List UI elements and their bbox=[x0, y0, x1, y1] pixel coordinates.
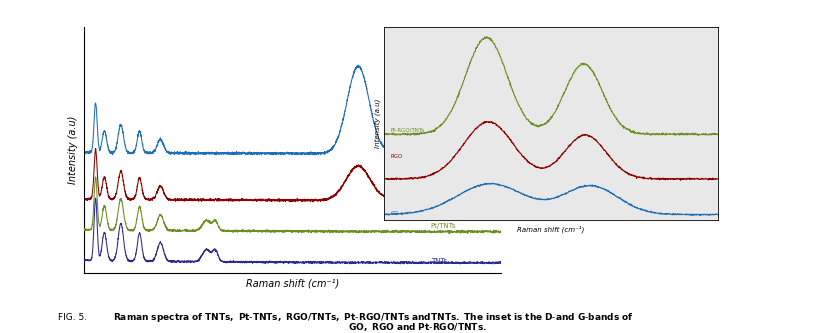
Text: GO: GO bbox=[391, 211, 399, 216]
Text: TNTs: TNTs bbox=[431, 258, 447, 264]
Text: Pt/TNTs: Pt/TNTs bbox=[431, 223, 456, 229]
Text: $\mathbf{GO,\ RGO\ and\ Pt\text{-}RGO/TNTs.}$: $\mathbf{GO,\ RGO\ and\ Pt\text{-}RGO/TN… bbox=[348, 321, 487, 333]
X-axis label: Raman shift (cm⁻¹): Raman shift (cm⁻¹) bbox=[518, 225, 584, 233]
Text: Pt/RGO/TNTs: Pt/RGO/TNTs bbox=[431, 140, 474, 146]
Text: RGO: RGO bbox=[391, 154, 402, 159]
Text: Pt-RGO/TNTs: Pt-RGO/TNTs bbox=[391, 127, 424, 132]
Y-axis label: Intensity (a.u): Intensity (a.u) bbox=[68, 116, 78, 184]
Text: RGO/TNTs: RGO/TNTs bbox=[431, 192, 465, 198]
Y-axis label: Intensity (a.u): Intensity (a.u) bbox=[375, 99, 382, 148]
X-axis label: Raman shift (cm⁻¹): Raman shift (cm⁻¹) bbox=[245, 279, 339, 289]
Text: FIG. 5.: FIG. 5. bbox=[58, 313, 90, 322]
Text: $\mathbf{Raman\ spectra\ of\ TNTs,\ Pt\text{-}TNTs,\ RGO/TNTs,\ Pt\text{-}RGO/TN: $\mathbf{Raman\ spectra\ of\ TNTs,\ Pt\t… bbox=[113, 311, 633, 324]
